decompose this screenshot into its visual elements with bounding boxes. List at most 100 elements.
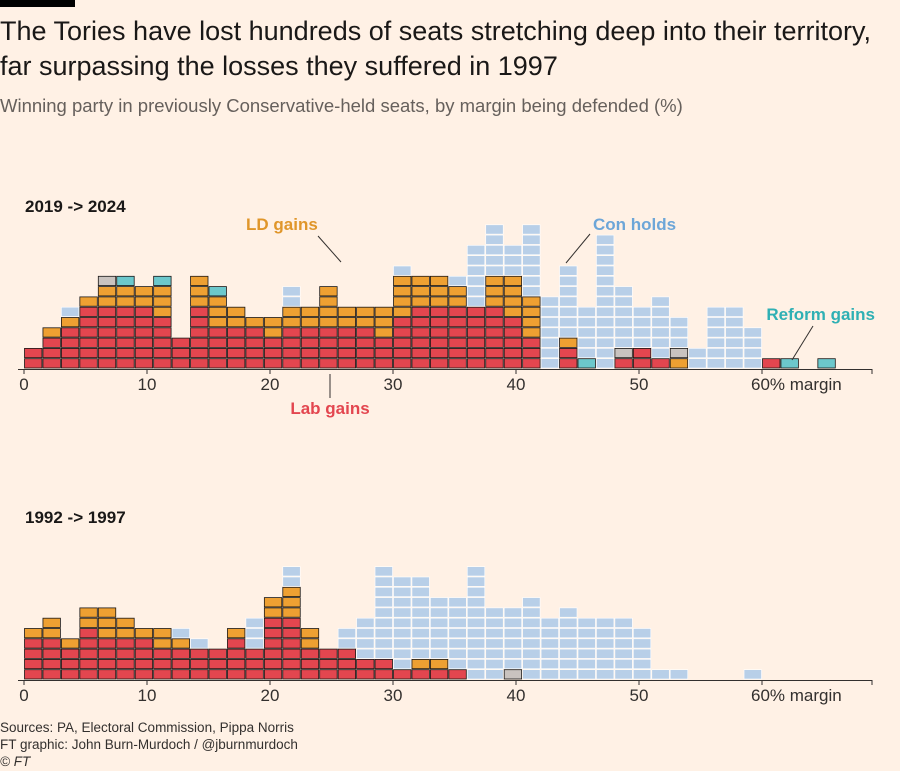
seat-cell — [79, 659, 98, 670]
seat-cell — [227, 347, 246, 359]
seat-cell — [393, 306, 412, 317]
seat-cell — [503, 358, 523, 369]
seat-cell — [448, 347, 467, 359]
seat-cell — [559, 347, 578, 359]
seat-cell — [485, 286, 504, 297]
seat-cell — [356, 659, 375, 670]
seat-cell — [116, 628, 135, 639]
seat-cell — [245, 659, 264, 670]
seat-cell — [466, 275, 486, 286]
seat-cell — [429, 347, 449, 359]
seat-cell — [596, 275, 615, 286]
seat-cell — [374, 638, 393, 649]
seat-cell — [522, 659, 541, 670]
chart-subtitle: Winning party in previously Conservative… — [0, 95, 683, 116]
seat-cell — [153, 306, 172, 317]
seat-cell — [522, 607, 541, 618]
seat-cell — [245, 347, 264, 359]
seat-cell — [393, 586, 412, 597]
seat-cell — [282, 327, 301, 338]
seat-cell — [596, 659, 615, 670]
seat-cell — [485, 234, 504, 245]
seat-cell — [411, 347, 430, 359]
seat-cell — [466, 669, 486, 680]
seat-cell — [706, 327, 725, 338]
seat-cell — [466, 638, 486, 649]
seat-cell — [540, 348, 559, 358]
seat-cell — [263, 648, 283, 659]
seat-cell — [393, 607, 412, 618]
seat-cell — [429, 296, 449, 307]
seat-cell — [42, 669, 61, 680]
seat-cell — [596, 358, 615, 369]
seat-cell — [466, 607, 486, 618]
annotation-leader — [317, 235, 342, 263]
seat-cell — [651, 358, 670, 369]
seat-cell — [522, 265, 541, 276]
seat-cell — [448, 648, 467, 659]
seat-cell — [522, 337, 541, 348]
seat-cell — [725, 327, 744, 338]
seat-cell — [614, 659, 633, 670]
seat-cell — [503, 265, 522, 276]
seat-cell — [245, 628, 264, 639]
seat-cell — [725, 306, 744, 317]
seat-cell — [153, 648, 172, 659]
seat-cell — [319, 286, 338, 297]
seat-cell — [466, 337, 486, 348]
seat-cell — [596, 265, 615, 276]
seat-cell — [614, 669, 633, 680]
seat-cell — [374, 628, 393, 639]
seat-cell — [503, 327, 523, 338]
panel-2019-2024: 0 10 20 30 40 50 60% margin 2019 -> 2024 — [18, 197, 873, 394]
seat-cell — [134, 638, 154, 649]
seat-cell — [466, 617, 486, 628]
seat-cell — [706, 317, 725, 328]
seat-cell — [227, 669, 246, 680]
seat-cell — [208, 306, 227, 317]
seat-cell — [208, 358, 227, 369]
seat-cell — [153, 628, 172, 639]
seat-cell — [208, 337, 227, 348]
seat-cell — [171, 347, 190, 359]
seat-cell — [669, 669, 689, 680]
seat-cell — [706, 306, 725, 317]
seat-cell — [134, 659, 154, 670]
seat-cell — [300, 327, 320, 338]
seat-cell — [79, 648, 98, 659]
seat-cell — [263, 617, 283, 628]
seat-cell — [263, 659, 283, 670]
seat-cell — [540, 648, 559, 659]
seat-cell — [466, 327, 486, 338]
seat-cell — [245, 317, 264, 328]
seat-cell — [596, 306, 615, 317]
seat-cell — [614, 617, 633, 628]
seat-cell — [153, 669, 172, 680]
annotation-label: Reform gains — [766, 305, 875, 324]
seat-cell — [116, 617, 135, 628]
seat-cell — [337, 669, 356, 680]
seat-cell — [411, 317, 430, 328]
seat-cell — [540, 296, 559, 307]
seat-cell — [79, 327, 98, 338]
footer: Sources: PA, Electoral Commission, Pippa… — [0, 719, 298, 770]
seat-cell — [116, 337, 135, 348]
seat-cell — [448, 669, 467, 680]
seat-cell — [614, 337, 633, 348]
seat-cell — [227, 337, 246, 348]
panel-label: 1992 -> 1997 — [25, 508, 126, 527]
seat-cell — [208, 317, 227, 328]
seat-cell — [393, 317, 412, 328]
seat-cell — [485, 327, 504, 338]
seat-cell — [319, 296, 338, 307]
seat-cell — [411, 275, 430, 286]
seat-cell — [633, 306, 652, 317]
seat-cell — [263, 347, 283, 359]
seat-cell — [393, 576, 412, 587]
seat-cell — [393, 337, 412, 348]
seat-cell — [725, 317, 744, 328]
seat-cell — [577, 337, 596, 348]
credit-note: FT graphic: John Burn-Murdoch / @jburnmu… — [0, 737, 298, 752]
seat-cell — [208, 659, 227, 670]
seat-cell — [282, 296, 301, 307]
